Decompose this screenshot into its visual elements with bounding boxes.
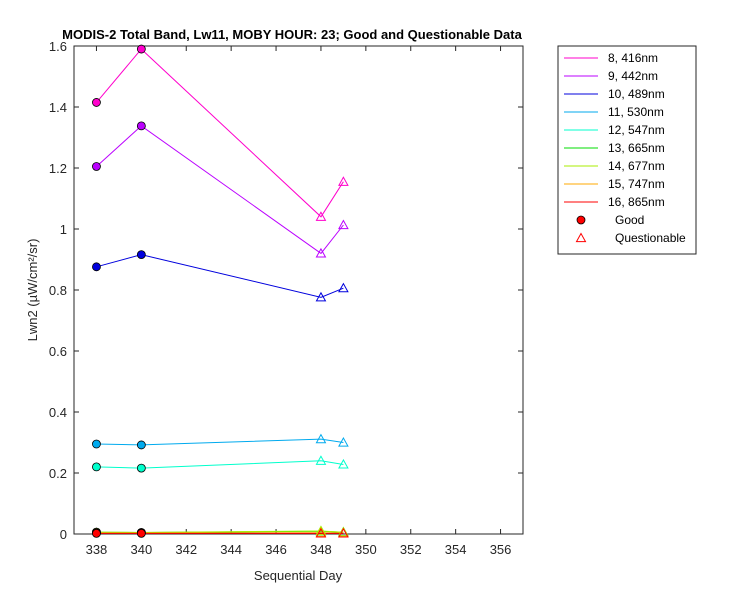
- good-point: [92, 98, 100, 106]
- legend-label: Questionable: [615, 231, 686, 245]
- legend-label: 13, 665nm: [608, 141, 665, 155]
- x-tick-label: 348: [310, 542, 332, 557]
- legend-label: 10, 489nm: [608, 87, 665, 101]
- good-point: [137, 251, 145, 259]
- x-tick-label: 344: [220, 542, 242, 557]
- good-point: [137, 529, 145, 537]
- good-point: [92, 463, 100, 471]
- y-axis-label: Lwn2 (µW/cm²/sr): [25, 239, 40, 342]
- good-point: [137, 464, 145, 472]
- legend-label: Good: [615, 213, 644, 227]
- legend-label: 15, 747nm: [608, 177, 665, 191]
- good-point: [137, 122, 145, 130]
- y-tick-label: 1.4: [49, 100, 67, 115]
- y-tick-label: 1.6: [49, 39, 67, 54]
- good-point: [92, 529, 100, 537]
- y-tick-label: 0: [60, 527, 67, 542]
- x-tick-label: 342: [175, 542, 197, 557]
- good-point: [92, 263, 100, 271]
- x-tick-label: 346: [265, 542, 287, 557]
- y-tick-label: 0.6: [49, 344, 67, 359]
- x-tick-label: 340: [130, 542, 152, 557]
- chart-title: MODIS-2 Total Band, Lw11, MOBY HOUR: 23;…: [62, 27, 522, 42]
- good-point: [92, 162, 100, 170]
- plot-area: [74, 46, 523, 534]
- legend-label: 11, 530nm: [608, 105, 664, 119]
- good-point: [137, 441, 145, 449]
- legend-label: 16, 865nm: [608, 195, 665, 209]
- y-tick-label: 0.2: [49, 466, 67, 481]
- legend-label: 14, 677nm: [608, 159, 665, 173]
- good-point: [137, 45, 145, 53]
- y-tick-label: 0.8: [49, 283, 67, 298]
- legend-label: 12, 547nm: [608, 123, 665, 137]
- x-tick-label: 350: [355, 542, 377, 557]
- x-tick-label: 352: [400, 542, 422, 557]
- y-tick-label: 1: [60, 222, 67, 237]
- legend-label: 8, 416nm: [608, 51, 658, 65]
- x-tick-label: 354: [445, 542, 467, 557]
- y-tick-label: 1.2: [49, 161, 67, 176]
- legend: 8, 416nm 9, 442nm 10, 489nm 11, 530nm 12, 54…: [558, 46, 696, 254]
- y-tick-label: 0.4: [49, 405, 67, 420]
- x-tick-label: 338: [86, 542, 108, 557]
- x-tick-label: 356: [490, 542, 512, 557]
- x-axis-label: Sequential Day: [254, 568, 343, 583]
- legend-marker-good: [577, 216, 585, 224]
- good-point: [92, 440, 100, 448]
- legend-label: 9, 442nm: [608, 69, 658, 83]
